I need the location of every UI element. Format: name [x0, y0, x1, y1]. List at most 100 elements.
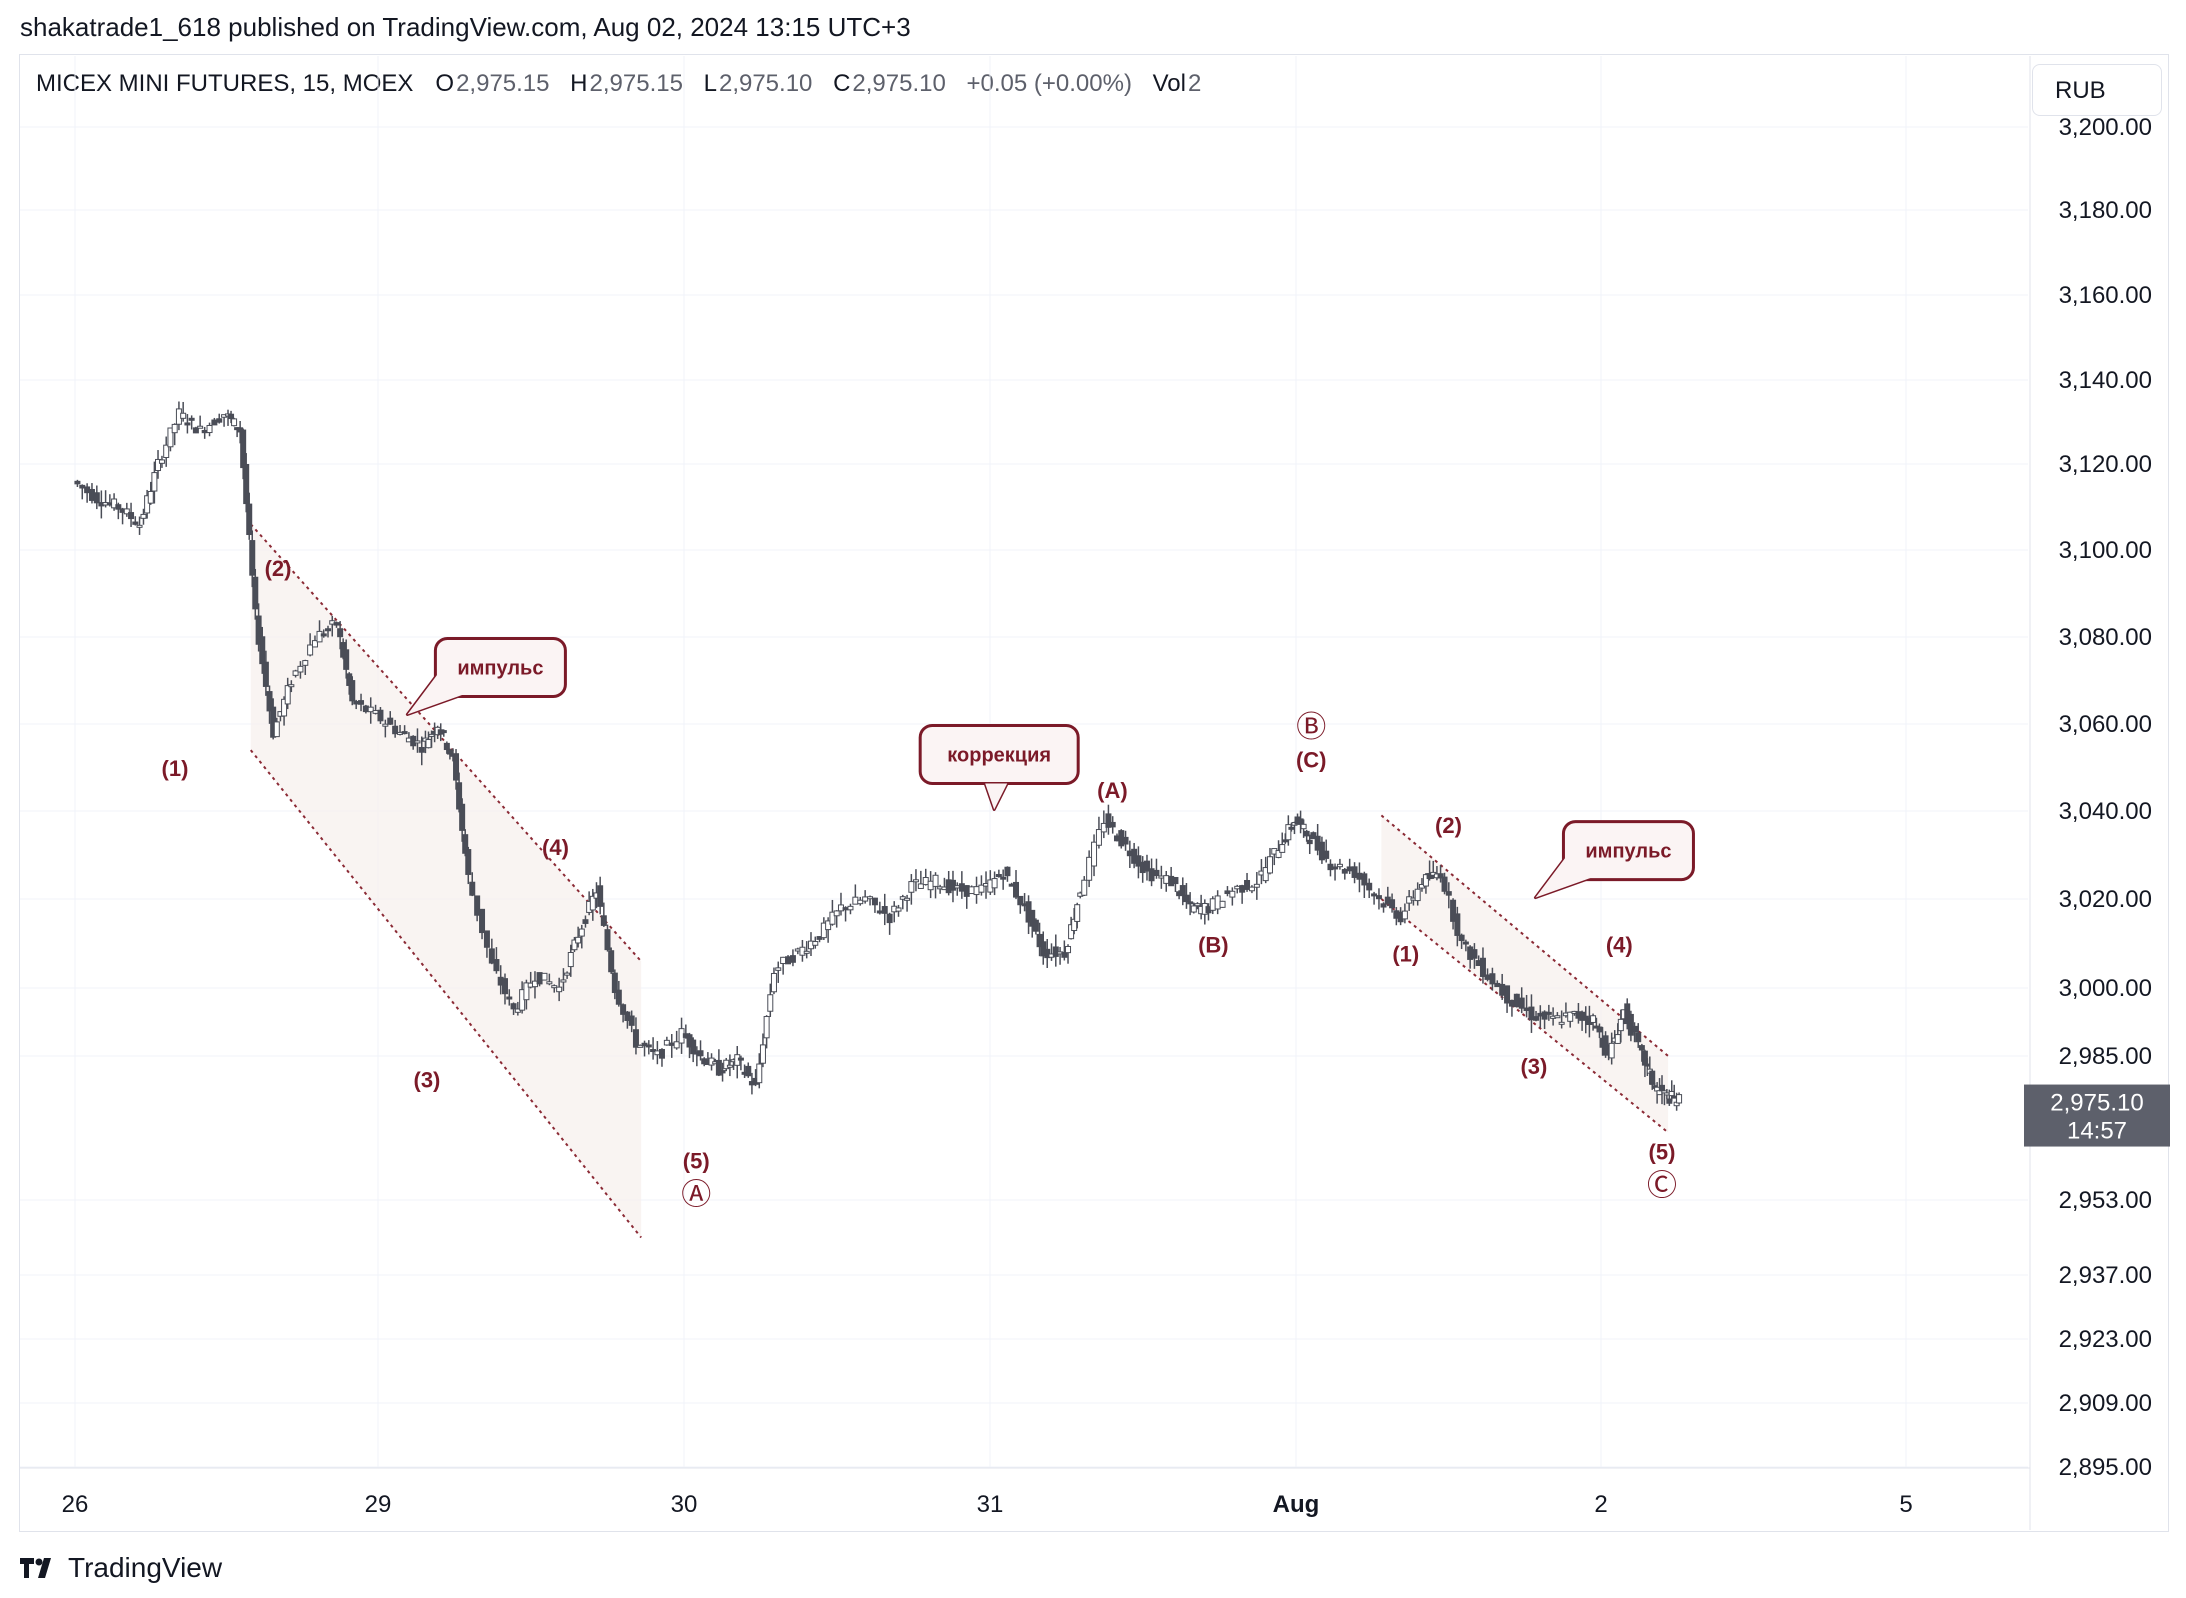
candle-body [197, 425, 204, 429]
candle-body [1351, 866, 1358, 878]
candle-body [1061, 951, 1068, 958]
candle-body [382, 723, 389, 727]
tradingview-logo[interactable]: TradingView [20, 1548, 222, 1588]
candle-body [1306, 839, 1313, 845]
candle-body [1239, 885, 1246, 893]
x-tick-label: 31 [977, 1491, 1004, 1518]
wave-label: (5) [1649, 1140, 1676, 1165]
candle-body [829, 911, 836, 925]
candle-body [211, 419, 218, 426]
candle-body [1219, 900, 1226, 908]
candle-body [1253, 883, 1260, 888]
candle-body [697, 1050, 704, 1057]
candle-body [1346, 866, 1353, 872]
candle-body [658, 1048, 665, 1059]
callout-label: коррекция [947, 744, 1051, 766]
candle-body [1285, 824, 1292, 841]
candle-body [136, 524, 143, 528]
candle-body [358, 700, 365, 705]
candle-body [377, 709, 384, 722]
x-tick-label: 30 [671, 1491, 698, 1518]
candle-body [1528, 1006, 1535, 1021]
candle-body [456, 782, 463, 810]
symbol-name[interactable]: MICEX MINI FUTURES, 15, MOEX [36, 70, 414, 97]
candle-body [1454, 913, 1461, 936]
candle-body [228, 413, 235, 420]
candle-body [922, 877, 929, 886]
candle-body [414, 740, 421, 744]
candle-body [968, 886, 975, 895]
candle-body [833, 910, 840, 917]
candle-body [1143, 860, 1150, 872]
y-tick-label: 2,937.00 [2059, 1262, 2152, 1289]
candle-body [440, 730, 447, 734]
candle-body [1224, 890, 1231, 894]
candle-body [803, 950, 810, 954]
candle-body [615, 989, 622, 1005]
candle-body [446, 749, 453, 755]
candle-body [246, 503, 253, 536]
candle-body [266, 691, 273, 712]
candle-body [1303, 830, 1310, 837]
candle-body [1288, 826, 1295, 830]
candle-body [551, 985, 558, 989]
currency-button[interactable]: RUB [2032, 64, 2162, 116]
candle-body [249, 540, 256, 576]
candle-body [462, 834, 469, 854]
x-tick-label: 29 [365, 1491, 392, 1518]
candle-body [1004, 866, 1011, 877]
wave-label: (C) [1296, 748, 1327, 773]
candle-body [1036, 933, 1043, 948]
candle-body [88, 488, 95, 501]
tradingview-brand: TradingView [68, 1552, 223, 1583]
candle-body [1541, 1011, 1548, 1020]
wave-label: (4) [1606, 932, 1633, 957]
candle-body [459, 803, 466, 831]
candle-body [1590, 1015, 1597, 1023]
last-price-value: 2,975.10 [2050, 1090, 2143, 1117]
candle-body [582, 919, 589, 924]
candle-body [372, 710, 379, 714]
candle-body [1017, 895, 1024, 906]
candle-body [1229, 890, 1236, 898]
candle-body [506, 996, 513, 1000]
candle-body [1248, 886, 1255, 892]
candle-body [927, 880, 934, 891]
candle-body [668, 1042, 675, 1046]
candle-body [600, 915, 607, 926]
wave-label: (3) [1520, 1054, 1547, 1079]
candle-body [917, 883, 924, 889]
candle-body [1262, 867, 1269, 882]
callout-box [433, 636, 567, 698]
candle-body [1275, 850, 1282, 858]
candle-body [167, 427, 174, 448]
high-label: H [570, 70, 588, 97]
candle-body [690, 1039, 697, 1055]
candle-body [812, 941, 819, 946]
candle-body [1244, 879, 1251, 890]
open-value: 2,975.15 [456, 70, 550, 97]
candle-body [1341, 869, 1348, 874]
candle-body [1617, 1018, 1624, 1032]
y-tick-label: 3,140.00 [2059, 367, 2152, 394]
wave-label: (3) [414, 1068, 441, 1093]
candle-body [1266, 856, 1273, 874]
candle-body [1234, 885, 1241, 890]
candle-body [425, 739, 432, 749]
candle-body [673, 1041, 680, 1049]
candle-body [1091, 841, 1098, 867]
candle-body [881, 906, 888, 914]
y-tick-label: 2,895.00 [2059, 1454, 2152, 1481]
x-tick-label: 2 [1594, 1491, 1607, 1518]
y-tick-label: 3,060.00 [2059, 711, 2152, 738]
candle-body [908, 881, 915, 893]
candle-body [231, 418, 238, 427]
candle-body [259, 636, 266, 665]
candle-body [1649, 1070, 1656, 1085]
candle-body [1389, 899, 1396, 909]
candle-body [847, 905, 854, 911]
candle-body [1554, 1015, 1561, 1019]
candle-body [201, 429, 208, 434]
volume-value: 2 [1188, 70, 1202, 97]
